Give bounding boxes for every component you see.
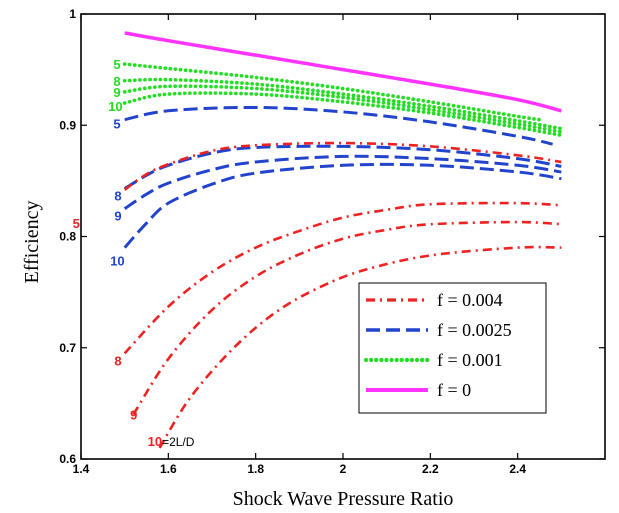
x-tick-label: 2: [340, 462, 347, 476]
x-tick-label: 1.4: [73, 462, 90, 476]
curve-label: 10=2L/D: [148, 434, 195, 449]
series-line: [132, 220, 562, 416]
axis-tick-labels: 1.4 1.6 1.8 2 2.2 2.4 0.6 0.7 0.8 0.9 1: [59, 7, 526, 476]
series-line: [123, 162, 562, 249]
curve-label: 9: [130, 408, 137, 423]
curve-label: 8: [114, 189, 121, 204]
series-line: [123, 201, 562, 355]
series-line: [122, 84, 564, 134]
curves: [122, 31, 564, 449]
legend-label: f = 0.0025: [437, 320, 512, 340]
series-line: [123, 141, 562, 191]
curve-label: 10: [108, 99, 122, 114]
curve-label: 5: [73, 216, 80, 231]
axis-ticks: [80, 13, 605, 460]
series-line: [122, 77, 564, 131]
y-tick-label: 1: [69, 7, 76, 21]
y-tick-label: 0.7: [59, 341, 76, 355]
x-tick-label: 2.2: [422, 462, 439, 476]
x-tick-label: 1.8: [247, 462, 264, 476]
y-axis-title: Efficiency: [21, 201, 43, 284]
legend: f = 0.004 f = 0.0025 f = 0.001 f = 0: [358, 282, 547, 414]
series-line: [122, 91, 564, 138]
series-line: [124, 105, 553, 146]
legend-label: f = 0.001: [437, 350, 503, 370]
curve-label: 8: [113, 74, 120, 89]
series-line: [122, 62, 542, 122]
curve-label: 5: [113, 117, 120, 132]
curve-label: 8: [114, 353, 121, 368]
series-line: [123, 144, 562, 190]
y-tick-label: 0.6: [59, 452, 76, 466]
x-tick-label: 1.6: [160, 462, 177, 476]
x-tick-label: 2.4: [509, 462, 526, 476]
curve-label: 5: [113, 57, 120, 72]
curve-label: 10: [110, 254, 124, 269]
legend-label: f = 0.004: [437, 290, 503, 310]
series-line: [158, 245, 562, 449]
series-line: [124, 31, 562, 113]
y-tick-label: 0.9: [59, 118, 76, 132]
x-axis-title: Shock Wave Pressure Ratio: [233, 488, 454, 510]
curve-label: 9: [113, 85, 120, 100]
y-tick-label: 0.8: [59, 230, 76, 244]
curve-label: 9: [114, 209, 121, 224]
legend-label: f = 0: [437, 380, 471, 400]
